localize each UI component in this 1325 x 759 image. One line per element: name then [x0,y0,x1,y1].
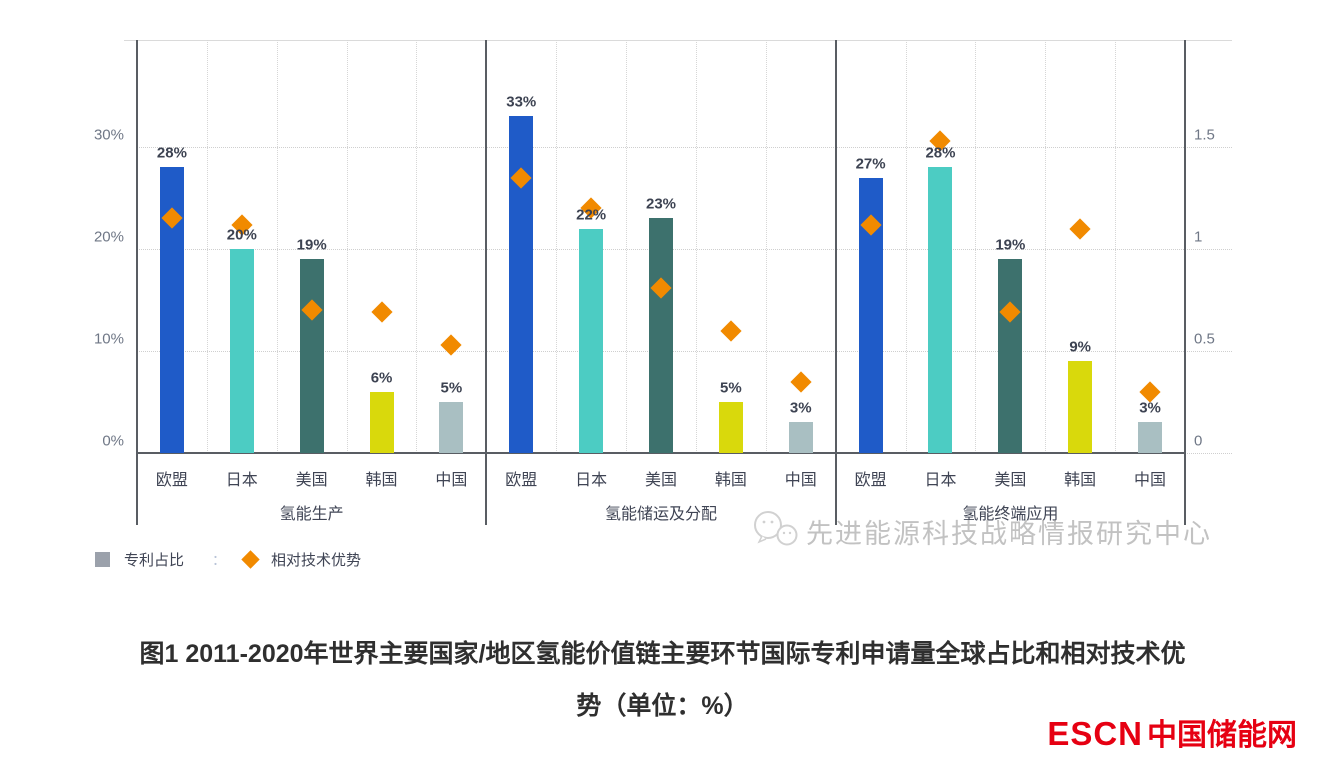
h-gridline-zero-stub [1185,453,1232,454]
category-label: 中国 [435,472,468,489]
relative-advantage-diamond-marker [440,334,462,356]
group-separator-line [834,40,837,525]
left-axis-tick-label: 20% [93,228,124,246]
bar-value-label: 28% [156,144,187,162]
legend-label-relative-advantage: 相对技术优势 [271,552,362,569]
figure-caption-line2: 势（单位：%） [576,692,749,720]
bar-value-label: 3% [789,399,812,417]
v-gridline [1045,40,1047,453]
bar [579,228,604,453]
bar-value-label: 5% [440,379,463,397]
category-label: 美国 [994,472,1027,489]
bar [788,422,813,453]
v-gridline [346,40,348,453]
bar [1068,361,1093,453]
v-gridline [206,40,208,453]
wechat-icon [754,511,798,546]
category-label: 欧盟 [505,472,538,489]
bar [649,218,673,453]
group-label: 氢能终端应用 [962,506,1059,523]
bar-value-label: 22% [576,206,607,224]
left-axis-tick-label: 30% [93,126,124,144]
left-axis-tick-label: 0% [102,432,124,450]
bar-value-label: 9% [1069,338,1092,356]
h-gridline [137,147,1232,148]
bar [1138,422,1163,453]
right-axis-tick-label: 0.5 [1194,330,1215,348]
category-label: 欧盟 [854,472,887,489]
relative-advantage-diamond-marker [1069,217,1091,240]
chart-legend: 专利占比 ： 相对技术优势 [95,549,361,570]
plot-top-line [124,40,1232,41]
bar [928,167,953,453]
category-label: 日本 [924,472,957,489]
watermark-text: 先进能源科技战略情报研究中心 [806,518,1212,549]
left-axis-tick-label: 10% [93,330,124,348]
category-label: 美国 [644,472,678,489]
bar-value-label: 20% [226,226,257,244]
bar [718,402,743,453]
category-label: 中国 [784,472,817,489]
category-label: 韩国 [1064,472,1097,489]
relative-advantage-diamond-marker [370,301,393,323]
group-label: 氢能生产 [279,506,344,523]
v-gridline [695,40,697,453]
group-label: 氢能储运及分配 [604,506,718,523]
v-gridline [765,40,767,453]
relative-advantage-diamond-marker [720,319,742,342]
bar-value-label: 6% [370,369,393,387]
v-gridline [975,40,977,453]
figure-caption-line1: 图1 2011-2020年世界主要国家/地区氢能价值链主要环节国际专利申请量全球… [139,640,1186,668]
category-label: 日本 [225,472,258,489]
bar-value-label: 33% [506,93,537,111]
bar-value-label: 19% [296,236,327,254]
legend-label-patent-share: 专利占比 [124,552,185,569]
bar [229,249,254,453]
category-label: 日本 [575,472,608,489]
bar-value-label: 27% [855,155,886,173]
escn-logo-cn: 中国储能网 [1147,719,1297,752]
v-gridline [626,40,628,453]
v-gridline [1115,40,1117,453]
category-label: 欧盟 [155,472,188,489]
bar [369,391,394,453]
v-gridline [905,40,907,453]
bar-value-label: 23% [645,195,677,213]
x-axis-line [136,452,1186,454]
patent-share-square-icon [95,552,110,567]
legend-separator: ： [212,551,227,568]
bar-value-label: 5% [720,379,742,397]
escn-logo: ESCN 中国储能网 [1047,710,1297,754]
bar-value-label: 3% [1139,399,1161,417]
h-gridline [137,351,1232,352]
right-axis-line [1184,40,1186,525]
category-label: 美国 [295,472,328,489]
v-gridline [556,40,558,453]
group-separator-line [485,40,488,525]
bar [998,259,1023,453]
bar-value-label: 28% [925,144,956,162]
h-gridline [137,249,1232,250]
relative-advantage-diamond-icon [241,550,260,569]
left-axis-line [136,40,138,525]
v-gridline [276,40,278,453]
right-axis-tick-label: 1 [1194,228,1203,246]
bar [439,402,464,453]
v-gridline [416,40,418,453]
escn-logo-en: ESCN [1047,715,1143,752]
watermark: 先进能源科技战略情报研究中心 [748,508,1212,554]
figure-caption: 图1 2011-2020年世界主要国家/地区氢能价值链主要环节国际专利申请量全球… [0,628,1325,732]
right-axis-tick-label: 1.5 [1194,126,1215,144]
category-label: 中国 [1134,472,1167,489]
category-label: 韩国 [365,472,398,489]
relative-advantage-diamond-marker [790,370,812,393]
bar-value-label: 19% [995,236,1026,254]
right-axis-tick-label: 0 [1194,432,1203,450]
category-label: 韩国 [714,472,747,489]
bar [299,259,324,453]
